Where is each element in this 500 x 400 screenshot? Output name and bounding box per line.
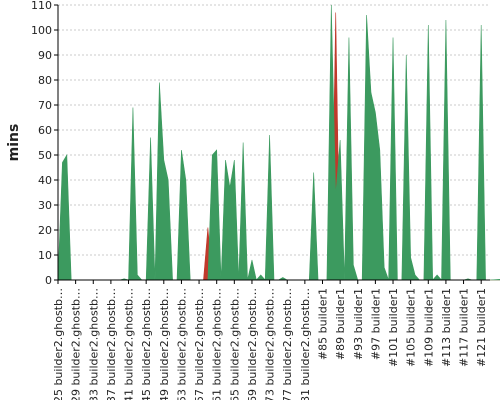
- x-tick-label: #49 builder2.ghostb…: [158, 288, 171, 400]
- x-tick-label: #29 builder2.ghostb…: [70, 288, 83, 400]
- x-tick-label: #33 builder2.ghostb…: [87, 288, 100, 400]
- x-tick-label: #25 builder2.ghostb…: [52, 288, 65, 400]
- x-tick-label: #113 builder1: [440, 288, 453, 367]
- x-tick-label: #97 builder1: [369, 288, 382, 360]
- x-tick-label: #73 builder2.ghostb…: [264, 288, 277, 400]
- x-tick-label: #121 builder1: [475, 288, 488, 367]
- y-tick-label: 40: [38, 174, 52, 187]
- x-tick-label: #69 builder2.ghostb…: [246, 288, 259, 400]
- x-tick-label: #89 builder1: [334, 288, 347, 360]
- x-tick-label: #45 builder2.ghostb…: [140, 288, 153, 400]
- axes: [57, 5, 490, 281]
- x-tick-label: #105 builder1: [405, 288, 418, 367]
- y-axis-label: mins: [6, 124, 22, 162]
- red-area-series: [58, 12, 500, 281]
- x-tick-label: #77 builder2.ghostb…: [281, 288, 294, 400]
- y-tick-label: 50: [38, 149, 52, 162]
- x-tick-label: #57 builder2.ghostb…: [193, 288, 206, 400]
- x-tick-label: #109 builder1: [422, 288, 435, 367]
- y-tick-label: 0: [45, 274, 52, 287]
- y-tick-label: 60: [38, 124, 52, 137]
- y-tick-label: 30: [38, 199, 52, 212]
- x-tick-label: #53 builder2.ghostb…: [175, 288, 188, 400]
- green-area-series: [57, 4, 500, 281]
- x-tick-labels: #25 builder2.ghostb… #29 builder2.ghostb……: [52, 280, 488, 400]
- y-tick-label: 10: [38, 249, 52, 262]
- x-tick-label: #65 builder2.ghostb…: [228, 288, 241, 400]
- x-tick-label: #117 builder1: [458, 288, 471, 367]
- y-tick-label: 80: [38, 74, 52, 87]
- y-tick-label: 20: [38, 224, 52, 237]
- x-tick-label: #61 builder2.ghostb…: [211, 288, 224, 400]
- y-tick-label: 90: [38, 49, 52, 62]
- x-tick-label: #93 builder1: [352, 288, 365, 360]
- x-tick-label: #101 builder1: [387, 288, 400, 367]
- y-tick-label: 70: [38, 99, 52, 112]
- plot-areas: [57, 4, 500, 281]
- y-tick-label: 100: [31, 24, 52, 37]
- x-tick-label: #81 builder2.ghostb…: [299, 288, 312, 400]
- x-tick-label: #37 builder2.ghostb…: [105, 288, 118, 400]
- x-tick-label: #85 builder1: [316, 288, 329, 360]
- x-tick-label: #41 builder2.ghostb…: [123, 288, 136, 400]
- y-tick-labels: 0 10 20 30 40 50 60 70 80 90 100 110: [31, 0, 58, 287]
- y-tick-label: 110: [31, 0, 52, 12]
